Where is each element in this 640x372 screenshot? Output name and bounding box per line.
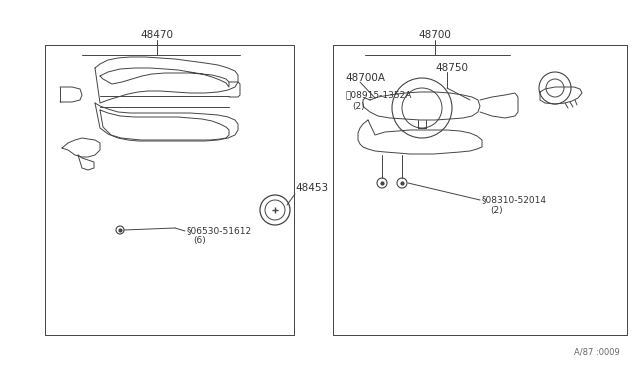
Text: A/87 :0009: A/87 :0009: [574, 347, 620, 356]
Text: (6): (6): [193, 237, 205, 246]
Text: (2): (2): [490, 206, 502, 215]
Text: Ⓥ08915-1352A: Ⓥ08915-1352A: [346, 90, 412, 99]
Text: 48700: 48700: [419, 30, 451, 40]
Text: 48700A: 48700A: [345, 73, 385, 83]
Text: §06530-51612: §06530-51612: [187, 227, 252, 235]
Text: 48453: 48453: [295, 183, 328, 193]
Text: 48470: 48470: [141, 30, 173, 40]
Text: (2): (2): [352, 102, 365, 110]
Text: §08310-52014: §08310-52014: [482, 196, 547, 205]
Text: 48750: 48750: [435, 63, 468, 73]
